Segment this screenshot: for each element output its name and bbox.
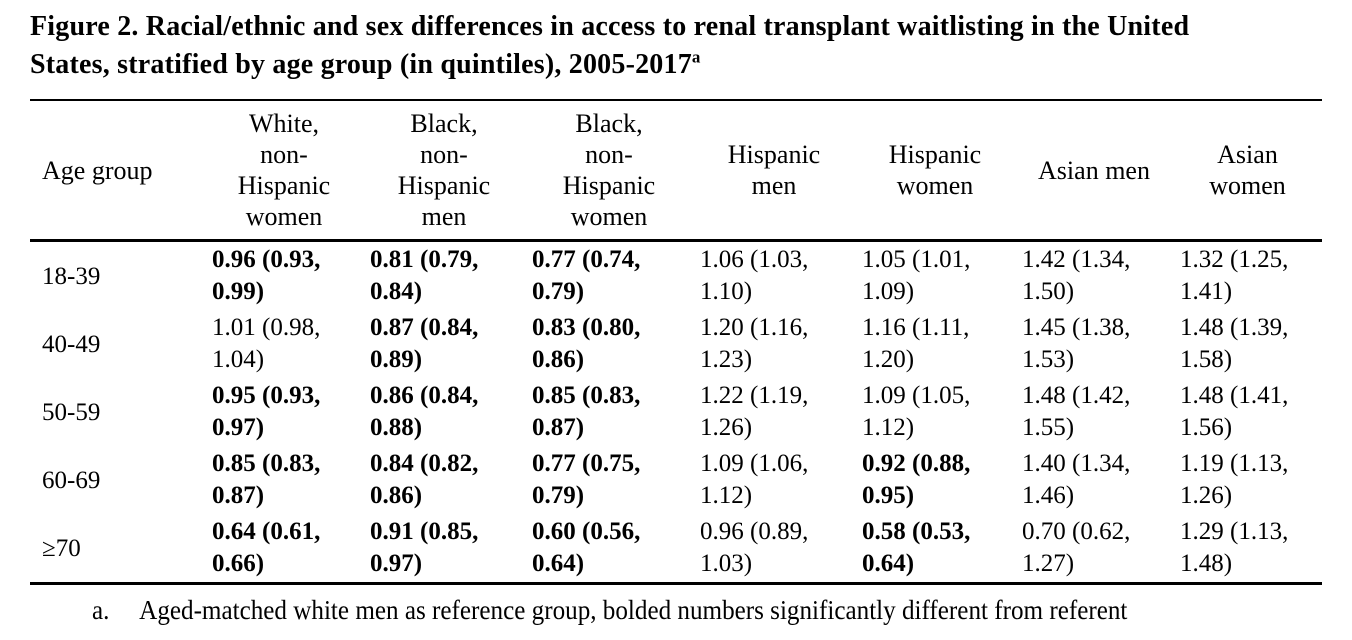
footnote-superscript: a: [691, 47, 701, 67]
footnote-marker: a.: [92, 595, 110, 625]
table-cell: 0.64 (0.61, 0.66): [212, 518, 321, 577]
table-cell: 0.70 (0.62, 1.27): [1022, 518, 1131, 577]
table-cell: 0.84 (0.82, 0.86): [370, 450, 479, 509]
table-cell: 1.20 (1.16, 1.23): [700, 314, 809, 373]
table-cell: 1.32 (1.25, 1.41): [1180, 246, 1289, 305]
column-header-asian-women: Asian women: [1173, 100, 1322, 242]
table-cell: 1.06 (1.03, 1.10): [700, 246, 809, 305]
table-cell: 1.29 (1.13, 1.48): [1180, 518, 1289, 577]
row-header-age-group: 60-69: [42, 467, 101, 494]
row-header-age-group: 18-39: [42, 263, 101, 290]
table-cell: 1.22 (1.19, 1.26): [700, 382, 809, 441]
table-cell: 1.48 (1.39, 1.58): [1180, 314, 1289, 373]
table-cell: 1.19 (1.13, 1.26): [1180, 450, 1289, 509]
table-cell: 0.81 (0.79, 0.84): [370, 246, 479, 305]
table-cell: 0.85 (0.83, 0.87): [212, 450, 321, 509]
footnote-text: Aged-matched white men as reference grou…: [139, 595, 1128, 625]
column-header-asian-men: Asian men: [1015, 100, 1173, 242]
footnote: a. Aged-matched white men as reference gr…: [92, 594, 1236, 626]
table-cell: 0.60 (0.56, 0.64): [532, 518, 641, 577]
results-table: Age group White, non- Hispanic women Bla…: [30, 99, 1322, 585]
table-cell: 0.77 (0.75, 0.79): [532, 450, 641, 509]
header-row: Age group White, non- Hispanic women Bla…: [30, 100, 1322, 242]
figure-title: Figure 2. Racial/ethnic and sex differen…: [30, 8, 1322, 84]
table-cell: 1.01 (0.98, 1.04): [212, 314, 321, 373]
table-cell: 1.48 (1.42, 1.55): [1022, 382, 1131, 441]
table-cell: 0.77 (0.74, 0.79): [532, 246, 641, 305]
table-cell: 1.48 (1.41, 1.56): [1180, 382, 1289, 441]
column-header-black-nh-men: Black, non- Hispanic men: [363, 100, 525, 242]
table-cell: 1.42 (1.34, 1.50): [1022, 246, 1131, 305]
figure-title-text: Figure 2. Racial/ethnic and sex differen…: [30, 11, 1190, 80]
table-cell: 0.86 (0.84, 0.88): [370, 382, 479, 441]
column-header-white-nh-women: White, non- Hispanic women: [205, 100, 363, 242]
table-cell: 1.45 (1.38, 1.53): [1022, 314, 1131, 373]
table-row: 40-49 1.01 (0.98, 1.04) 0.87 (0.84, 0.89…: [30, 310, 1322, 378]
table-cell: 0.96 (0.93, 0.99): [212, 246, 321, 305]
table-cell: 0.58 (0.53, 0.64): [862, 518, 971, 577]
table-cell: 0.91 (0.85, 0.97): [370, 518, 479, 577]
table-cell: 1.05 (1.01, 1.09): [862, 246, 971, 305]
table-cell: 0.85 (0.83, 0.87): [532, 382, 641, 441]
column-header-hispanic-men: Hispanic men: [693, 100, 855, 242]
table-cell: 1.09 (1.05, 1.12): [862, 382, 971, 441]
table-cell: 0.96 (0.89, 1.03): [700, 518, 809, 577]
table-cell: 0.83 (0.80, 0.86): [532, 314, 641, 373]
column-header-age-group: Age group: [30, 100, 205, 242]
table-cell: 0.95 (0.93, 0.97): [212, 382, 321, 441]
column-header-hispanic-women: Hispanic women: [855, 100, 1015, 242]
table-cell: 0.92 (0.88, 0.95): [862, 450, 971, 509]
table-row: 50-59 0.95 (0.93, 0.97) 0.86 (0.84, 0.88…: [30, 378, 1322, 446]
table-row: 60-69 0.85 (0.83, 0.87) 0.84 (0.82, 0.86…: [30, 446, 1322, 514]
table-row: ≥70 0.64 (0.61, 0.66) 0.91 (0.85, 0.97) …: [30, 514, 1322, 584]
table-cell: 1.40 (1.34, 1.46): [1022, 450, 1131, 509]
table-cell: 0.87 (0.84, 0.89): [370, 314, 479, 373]
table-cell: 1.09 (1.06, 1.12): [700, 450, 809, 509]
column-header-black-nh-women: Black, non- Hispanic women: [525, 100, 693, 242]
row-header-age-group: ≥70: [42, 535, 81, 562]
table-row: 18-39 0.96 (0.93, 0.99) 0.81 (0.79, 0.84…: [30, 241, 1322, 311]
row-header-age-group: 40-49: [42, 331, 101, 358]
row-header-age-group: 50-59: [42, 399, 101, 426]
table-cell: 1.16 (1.11, 1.20): [862, 314, 970, 373]
